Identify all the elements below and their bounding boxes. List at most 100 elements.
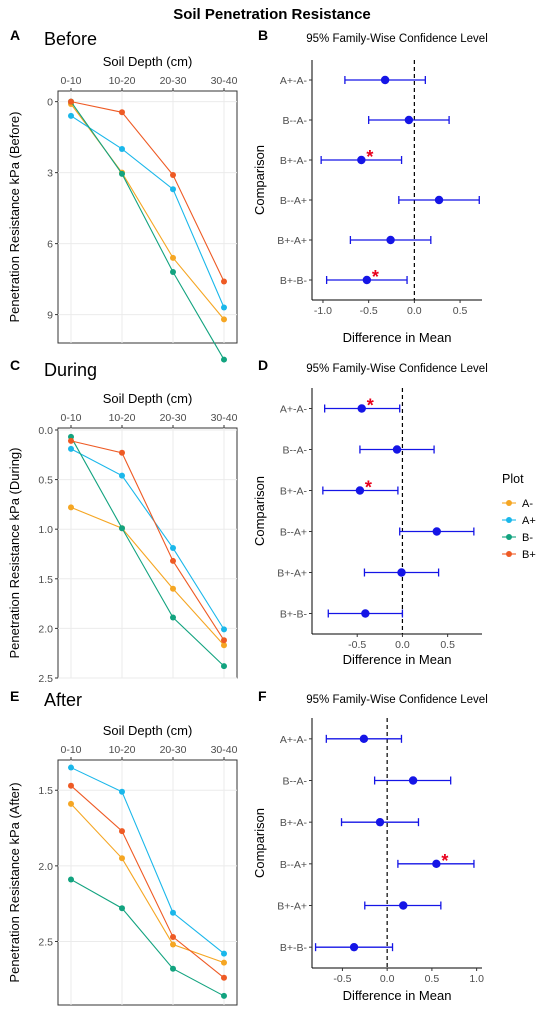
plot-area: [57, 759, 238, 1006]
x-tick-label: -0.5: [333, 973, 351, 985]
legend-key-dot: [506, 500, 512, 506]
mean-point: [404, 115, 414, 125]
significance-star: *: [441, 851, 448, 871]
mean-point: [357, 404, 366, 413]
data-point-B+: [170, 933, 176, 940]
y-tick-label: 0.5: [38, 475, 53, 487]
mean-point: [399, 901, 408, 910]
data-point-A+: [170, 909, 176, 916]
x-tick-label: 20-30: [160, 75, 187, 87]
significance-star: *: [372, 267, 379, 287]
y-tick-label: B+-B-: [280, 942, 308, 954]
data-point-A+: [68, 445, 74, 452]
data-point-A+: [170, 186, 176, 193]
data-point-B+: [170, 557, 176, 564]
mean-point: [397, 568, 406, 577]
x-tick-label: 30-40: [211, 744, 238, 756]
data-point-B-: [119, 170, 125, 177]
y-axis-label: Penetration Resistance kPa (Before): [7, 112, 22, 323]
series-line-B-: [70, 101, 225, 360]
y-tick-label: 0.0: [38, 425, 53, 437]
x-tick-label: 0.0: [395, 639, 410, 651]
data-point-B+: [119, 109, 125, 116]
y-tick-label: B--A-: [283, 445, 308, 457]
panel-title: After: [44, 690, 82, 710]
series-line-A-: [70, 506, 225, 646]
legend-entry-B+: B+: [522, 549, 536, 561]
x-tick-label: -0.5: [348, 639, 366, 651]
series-line-B+: [70, 440, 225, 641]
ci-title: 95% Family-Wise Confidence Level: [306, 33, 488, 45]
x-tick-label: 30-40: [211, 412, 238, 424]
ci-title: 95% Family-Wise Confidence Level: [306, 694, 488, 706]
data-point-B-: [221, 663, 227, 670]
data-point-B+: [221, 637, 227, 644]
data-point-A-: [68, 504, 74, 511]
panel-letter: C: [10, 357, 20, 373]
mean-point: [432, 527, 441, 536]
data-point-A-: [221, 642, 227, 649]
y-tick-label: B+-B-: [280, 609, 308, 621]
y-tick-label: B--A+: [280, 859, 307, 871]
data-point-A+: [119, 145, 125, 152]
x-tick-label: 0.0: [380, 973, 395, 985]
y-tick-label: 3: [47, 168, 53, 180]
mean-point: [355, 486, 365, 495]
legend: Plot A- A+ B- B+: [502, 472, 536, 561]
ci-panel-F: F 95% Family-Wise Confidence Level Differe…: [252, 688, 488, 1003]
data-point-B-: [170, 269, 176, 276]
mean-point: [434, 195, 444, 205]
data-point-A-: [119, 855, 125, 862]
x-tick-label: 10-20: [109, 75, 136, 87]
mean-point: [408, 776, 418, 785]
data-point-B+: [68, 98, 74, 105]
series-line-B+: [70, 785, 225, 979]
data-point-B-: [68, 876, 74, 883]
data-point-A+: [68, 112, 74, 119]
mean-point: [386, 235, 395, 245]
y-tick-label: 0: [47, 97, 53, 109]
mean-point: [375, 817, 385, 827]
legend-entry-A+: A+: [522, 515, 536, 527]
data-point-B+: [221, 974, 227, 981]
series-line-A-: [70, 803, 225, 964]
mean-point: [362, 275, 372, 285]
data-point-A+: [68, 764, 74, 771]
data-point-A-: [221, 959, 227, 966]
data-point-A+: [119, 788, 125, 795]
panel-letter: D: [258, 357, 268, 373]
data-point-A-: [68, 800, 74, 807]
data-point-A+: [221, 950, 227, 957]
data-point-B-: [170, 965, 176, 972]
data-point-A-: [170, 585, 176, 592]
y-axis-label: Penetration Resistance kPa (During): [7, 448, 22, 659]
y-tick-label: 1.5: [38, 785, 53, 797]
series-line-B-: [70, 878, 225, 997]
y-tick-label: 2.5: [38, 936, 53, 948]
panel-letter: A: [10, 27, 20, 43]
data-point-B-: [119, 525, 125, 532]
y-tick-label: 9: [47, 310, 53, 322]
legend-title: Plot: [502, 472, 524, 486]
data-point-B-: [221, 992, 227, 999]
ci-title: 95% Family-Wise Confidence Level: [306, 363, 488, 375]
y-tick-label: 2.5: [38, 673, 53, 685]
x-tick-label: 10-20: [109, 744, 136, 756]
y-tick-label: B--A-: [283, 115, 308, 127]
x-tick-label: 1.0: [469, 973, 484, 985]
plot-area: [57, 427, 238, 679]
x-axis-label: Difference in Mean: [343, 330, 452, 345]
series-line-A+: [70, 115, 225, 308]
y-tick-label: 6: [47, 239, 53, 251]
data-point-B+: [170, 172, 176, 178]
x-axis-label: Soil Depth (cm): [103, 54, 193, 69]
y-axis-label: Comparison: [252, 808, 267, 878]
x-tick-label: 10-20: [109, 412, 136, 424]
plot-area: [57, 90, 238, 344]
y-tick-label: B+-A+: [277, 568, 307, 580]
x-tick-label: -1.0: [314, 305, 332, 317]
significance-star: *: [367, 396, 374, 416]
legend-entry-B-: B-: [522, 532, 533, 544]
x-tick-label: 0.5: [453, 305, 468, 317]
